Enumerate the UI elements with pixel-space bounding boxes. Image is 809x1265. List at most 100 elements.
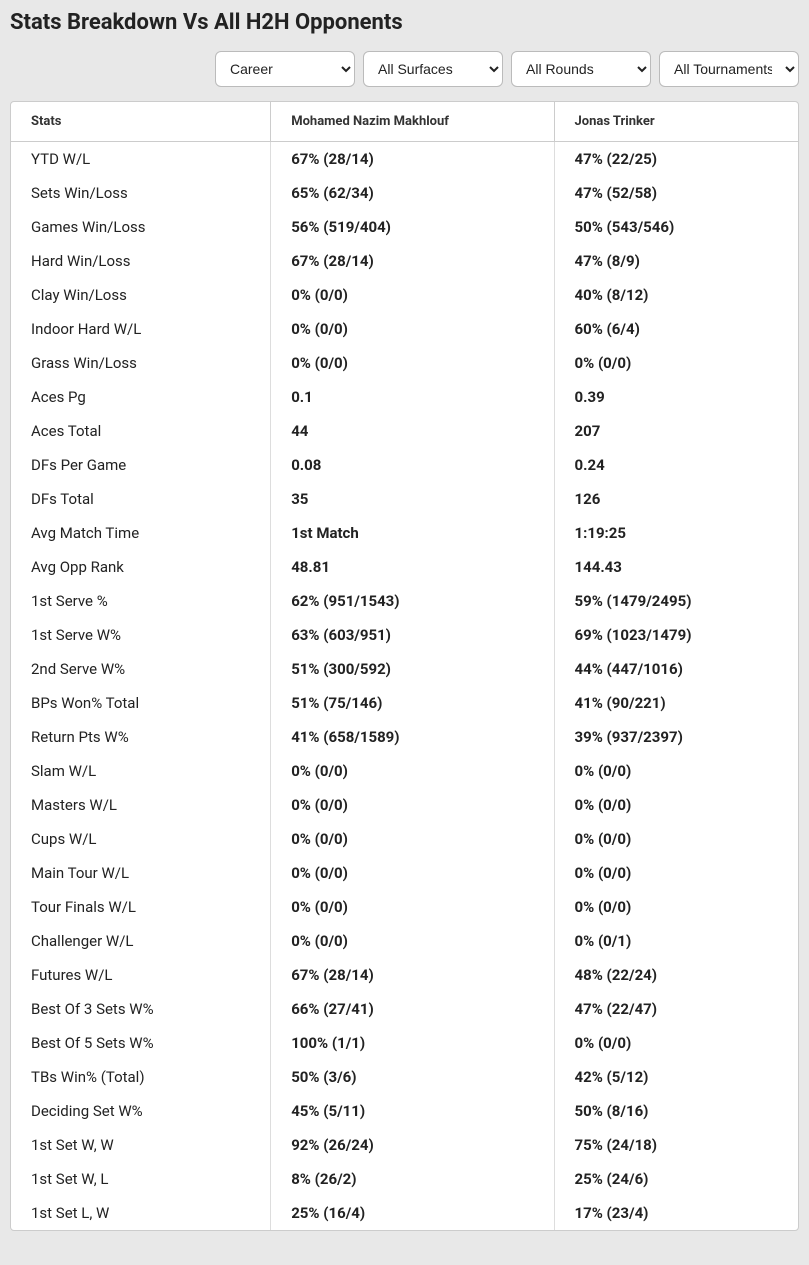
stat-player1: 67% (28/14) [271, 958, 554, 992]
table-row: Avg Opp Rank48.81144.43 [11, 550, 798, 584]
table-row: TBs Win% (Total)50% (3/6)42% (5/12) [11, 1060, 798, 1094]
stat-player1: 0% (0/0) [271, 346, 554, 380]
stat-player1: 67% (28/14) [271, 244, 554, 278]
stat-label: DFs Per Game [11, 448, 271, 482]
stat-player1: 0% (0/0) [271, 788, 554, 822]
stat-label: Futures W/L [11, 958, 271, 992]
stat-player2: 0% (0/0) [554, 856, 798, 890]
table-row: Sets Win/Loss65% (62/34)47% (52/58) [11, 176, 798, 210]
stat-label: Indoor Hard W/L [11, 312, 271, 346]
stat-player2: 0% (0/0) [554, 890, 798, 924]
stat-player1: 0% (0/0) [271, 822, 554, 856]
table-row: Futures W/L67% (28/14)48% (22/24) [11, 958, 798, 992]
stat-label: 1st Serve % [11, 584, 271, 618]
stat-label: Avg Opp Rank [11, 550, 271, 584]
stat-label: Aces Total [11, 414, 271, 448]
stat-player2: 40% (8/12) [554, 278, 798, 312]
stat-label: YTD W/L [11, 142, 271, 177]
stat-player2: 144.43 [554, 550, 798, 584]
stat-player2: 41% (90/221) [554, 686, 798, 720]
stat-player2: 0% (0/0) [554, 1026, 798, 1060]
stat-player1: 0.08 [271, 448, 554, 482]
table-row: BPs Won% Total51% (75/146)41% (90/221) [11, 686, 798, 720]
stat-player1: 8% (26/2) [271, 1162, 554, 1196]
table-row: Indoor Hard W/L0% (0/0)60% (6/4) [11, 312, 798, 346]
stat-player1: 1st Match [271, 516, 554, 550]
page-title: Stats Breakdown Vs All H2H Opponents [10, 10, 799, 35]
table-row: Masters W/L0% (0/0)0% (0/0) [11, 788, 798, 822]
header-player1: Mohamed Nazim Makhlouf [271, 102, 554, 142]
filter-bar: Career All Surfaces All Rounds All Tourn… [10, 51, 799, 87]
stat-player2: 207 [554, 414, 798, 448]
stat-player1: 35 [271, 482, 554, 516]
stat-player1: 92% (26/24) [271, 1128, 554, 1162]
stat-player1: 0% (0/0) [271, 924, 554, 958]
stat-player2: 17% (23/4) [554, 1196, 798, 1230]
table-row: Grass Win/Loss0% (0/0)0% (0/0) [11, 346, 798, 380]
table-row: Best Of 5 Sets W%100% (1/1)0% (0/0) [11, 1026, 798, 1060]
table-row: Games Win/Loss56% (519/404)50% (543/546) [11, 210, 798, 244]
stat-player1: 62% (951/1543) [271, 584, 554, 618]
stat-label: Challenger W/L [11, 924, 271, 958]
stat-player1: 66% (27/41) [271, 992, 554, 1026]
stat-player1: 63% (603/951) [271, 618, 554, 652]
stat-player2: 69% (1023/1479) [554, 618, 798, 652]
stat-label: TBs Win% (Total) [11, 1060, 271, 1094]
stat-label: BPs Won% Total [11, 686, 271, 720]
stat-label: 1st Set L, W [11, 1196, 271, 1230]
stat-label: Tour Finals W/L [11, 890, 271, 924]
stat-label: Clay Win/Loss [11, 278, 271, 312]
stat-player2: 0.39 [554, 380, 798, 414]
table-row: 2nd Serve W%51% (300/592)44% (447/1016) [11, 652, 798, 686]
stat-player2: 0% (0/0) [554, 754, 798, 788]
table-row: DFs Total35126 [11, 482, 798, 516]
filter-round[interactable]: All Rounds [511, 51, 651, 87]
table-row: Main Tour W/L0% (0/0)0% (0/0) [11, 856, 798, 890]
table-row: 1st Set W, L8% (26/2)25% (24/6) [11, 1162, 798, 1196]
table-row: Best Of 3 Sets W%66% (27/41)47% (22/47) [11, 992, 798, 1026]
table-row: Challenger W/L0% (0/0)0% (0/1) [11, 924, 798, 958]
stat-label: Games Win/Loss [11, 210, 271, 244]
stat-player2: 60% (6/4) [554, 312, 798, 346]
stat-player1: 44 [271, 414, 554, 448]
table-row: Aces Total44207 [11, 414, 798, 448]
table-row: DFs Per Game0.080.24 [11, 448, 798, 482]
table-row: 1st Serve %62% (951/1543)59% (1479/2495) [11, 584, 798, 618]
table-row: 1st Set L, W25% (16/4)17% (23/4) [11, 1196, 798, 1230]
stat-label: Hard Win/Loss [11, 244, 271, 278]
stat-label: Aces Pg [11, 380, 271, 414]
stat-label: Cups W/L [11, 822, 271, 856]
stat-player2: 47% (8/9) [554, 244, 798, 278]
stat-label: Sets Win/Loss [11, 176, 271, 210]
filter-period[interactable]: Career [215, 51, 355, 87]
stat-player2: 0% (0/0) [554, 346, 798, 380]
stat-player1: 45% (5/11) [271, 1094, 554, 1128]
stat-player1: 0% (0/0) [271, 856, 554, 890]
table-row: Hard Win/Loss67% (28/14)47% (8/9) [11, 244, 798, 278]
table-row: 1st Set W, W92% (26/24)75% (24/18) [11, 1128, 798, 1162]
table-row: Return Pts W%41% (658/1589)39% (937/2397… [11, 720, 798, 754]
stat-label: Return Pts W% [11, 720, 271, 754]
stat-player1: 50% (3/6) [271, 1060, 554, 1094]
stat-player1: 48.81 [271, 550, 554, 584]
table-row: 1st Serve W%63% (603/951)69% (1023/1479) [11, 618, 798, 652]
stat-label: Grass Win/Loss [11, 346, 271, 380]
stat-player2: 126 [554, 482, 798, 516]
table-row: Deciding Set W%45% (5/11)50% (8/16) [11, 1094, 798, 1128]
stat-player2: 44% (447/1016) [554, 652, 798, 686]
filter-tournament[interactable]: All Tournaments [659, 51, 799, 87]
header-stats: Stats [11, 102, 271, 142]
stat-player1: 51% (300/592) [271, 652, 554, 686]
stat-player2: 47% (52/58) [554, 176, 798, 210]
stat-player2: 50% (8/16) [554, 1094, 798, 1128]
stat-label: Main Tour W/L [11, 856, 271, 890]
header-player2: Jonas Trinker [554, 102, 798, 142]
stat-player2: 0% (0/1) [554, 924, 798, 958]
stat-player1: 0% (0/0) [271, 278, 554, 312]
stat-player2: 0% (0/0) [554, 788, 798, 822]
filter-surface[interactable]: All Surfaces [363, 51, 503, 87]
stat-player2: 50% (543/546) [554, 210, 798, 244]
stat-player1: 0% (0/0) [271, 890, 554, 924]
table-row: Tour Finals W/L0% (0/0)0% (0/0) [11, 890, 798, 924]
stat-player1: 0% (0/0) [271, 312, 554, 346]
